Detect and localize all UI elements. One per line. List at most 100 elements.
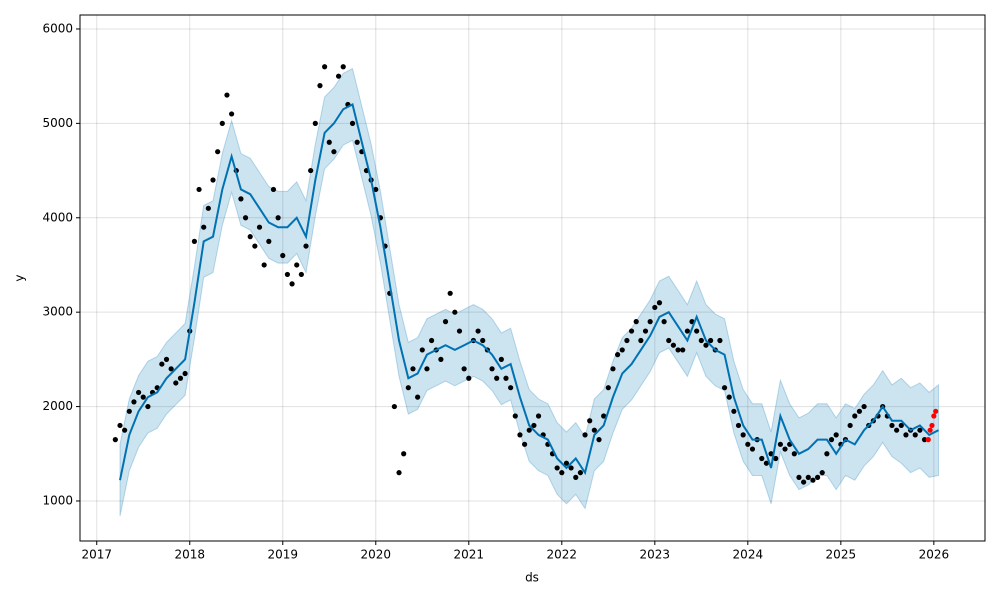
observed-point <box>112 437 118 443</box>
recent-point <box>927 427 933 433</box>
observed-point <box>601 413 607 419</box>
x-tick-label: 2023 <box>640 548 671 562</box>
observed-point <box>912 432 918 438</box>
observed-point <box>554 465 560 471</box>
observed-point <box>568 465 574 471</box>
observed-point <box>117 422 123 429</box>
observed-point <box>852 413 858 419</box>
observed-point <box>219 120 225 126</box>
observed-point <box>340 64 346 70</box>
observed-point <box>577 470 584 476</box>
observed-point <box>461 366 467 372</box>
observed-point <box>633 319 639 325</box>
observed-point <box>582 432 588 438</box>
observed-point <box>777 441 783 447</box>
uncertainty-band <box>119 67 939 517</box>
observed-point <box>801 479 807 485</box>
observed-point <box>726 394 732 400</box>
observed-point <box>559 470 565 476</box>
observed-point <box>856 408 863 414</box>
x-axis-label: ds <box>525 571 539 585</box>
observed-point <box>354 139 360 145</box>
observed-point <box>638 337 644 344</box>
recent-point <box>931 413 937 419</box>
recent-point <box>933 408 939 414</box>
observed-point <box>294 262 300 268</box>
observed-point <box>494 375 500 381</box>
y-tick-label: 2000 <box>42 399 73 413</box>
observed-point <box>256 224 263 230</box>
observed-point <box>205 205 211 211</box>
observed-point <box>721 385 728 391</box>
observed-point <box>238 196 244 202</box>
observed-point <box>145 403 151 410</box>
observed-point <box>675 347 681 353</box>
recent-point <box>925 437 931 443</box>
y-tick-label: 6000 <box>42 21 73 35</box>
x-tick-label: 2017 <box>81 548 112 562</box>
observed-point <box>168 366 174 372</box>
observed-point <box>284 271 291 278</box>
plot-frame <box>79 14 986 542</box>
observed-point <box>424 366 430 372</box>
observed-point <box>508 385 514 391</box>
observed-point <box>517 432 523 438</box>
observed-point <box>140 394 146 400</box>
observed-point <box>894 427 900 433</box>
observed-point <box>410 366 416 372</box>
observed-point <box>415 394 421 400</box>
x-tick-label: 2019 <box>267 548 298 562</box>
observed-point <box>405 385 411 391</box>
observed-point <box>177 375 184 381</box>
observed-point <box>656 300 663 306</box>
observed-point <box>694 328 700 334</box>
observed-point <box>680 347 686 353</box>
observed-point <box>201 224 207 230</box>
observed-point <box>717 337 723 344</box>
observed-point <box>452 309 458 315</box>
observed-point <box>298 271 304 278</box>
observed-point <box>247 234 253 240</box>
observed-point <box>373 186 379 193</box>
observed-point <box>861 403 867 410</box>
observed-point <box>215 149 221 155</box>
observed-point <box>731 408 737 414</box>
observed-point <box>782 446 788 452</box>
observed-point <box>442 319 449 325</box>
x-tick-label: 2024 <box>733 548 764 562</box>
observed-point <box>275 215 281 221</box>
forecast-line <box>119 103 939 481</box>
observed-point <box>503 375 509 381</box>
observed-point <box>805 474 811 480</box>
observed-point <box>159 361 165 367</box>
observed-point <box>628 328 635 334</box>
observed-point <box>480 337 486 344</box>
observed-point <box>210 177 216 183</box>
observed-point <box>438 356 444 362</box>
observed-point <box>921 437 928 443</box>
observed-point <box>498 356 504 362</box>
observed-point <box>591 427 597 433</box>
observed-point <box>526 427 532 433</box>
observed-point <box>126 408 132 414</box>
observed-point <box>898 422 904 429</box>
observed-point <box>749 446 756 452</box>
observed-point <box>252 243 258 249</box>
observed-point <box>512 413 518 419</box>
observed-point <box>684 328 690 334</box>
x-tick-label: 2022 <box>547 548 578 562</box>
observed-point <box>652 304 658 311</box>
observed-point <box>466 375 472 381</box>
observed-point <box>317 83 323 89</box>
observed-point <box>349 120 356 126</box>
observed-point <box>587 418 593 424</box>
observed-point <box>824 451 830 457</box>
observed-point <box>266 238 272 244</box>
observed-point <box>456 328 463 334</box>
observed-point <box>308 167 314 174</box>
observed-point <box>819 470 825 476</box>
observed-point <box>322 64 328 70</box>
observed-point <box>535 413 542 419</box>
observed-point <box>401 451 407 457</box>
